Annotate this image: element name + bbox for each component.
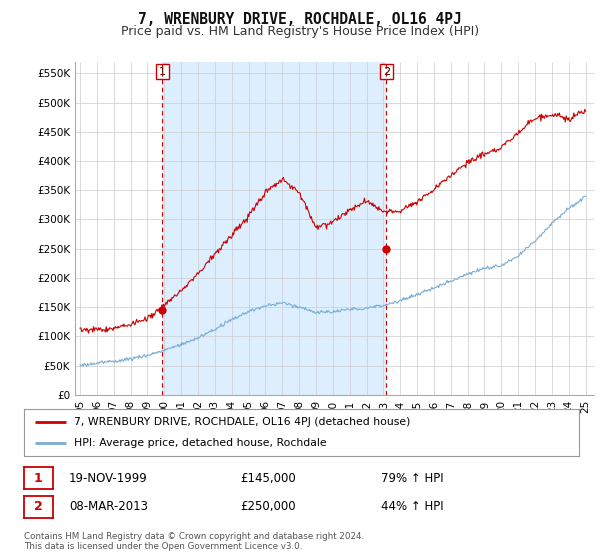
- Text: 79% ↑ HPI: 79% ↑ HPI: [381, 472, 443, 485]
- Text: £145,000: £145,000: [240, 472, 296, 485]
- Text: 7, WRENBURY DRIVE, ROCHDALE, OL16 4PJ: 7, WRENBURY DRIVE, ROCHDALE, OL16 4PJ: [138, 12, 462, 27]
- Text: Contains HM Land Registry data © Crown copyright and database right 2024.
This d: Contains HM Land Registry data © Crown c…: [24, 532, 364, 552]
- Text: Price paid vs. HM Land Registry's House Price Index (HPI): Price paid vs. HM Land Registry's House …: [121, 25, 479, 38]
- Text: 1: 1: [159, 67, 166, 77]
- Text: 7, WRENBURY DRIVE, ROCHDALE, OL16 4PJ (detached house): 7, WRENBURY DRIVE, ROCHDALE, OL16 4PJ (d…: [74, 417, 410, 427]
- Text: 44% ↑ HPI: 44% ↑ HPI: [381, 500, 443, 514]
- Text: 19-NOV-1999: 19-NOV-1999: [69, 472, 148, 485]
- Text: 2: 2: [383, 67, 390, 77]
- Text: £250,000: £250,000: [240, 500, 296, 514]
- Bar: [163, 62, 386, 395]
- Text: HPI: Average price, detached house, Rochdale: HPI: Average price, detached house, Roch…: [74, 438, 326, 448]
- Text: 08-MAR-2013: 08-MAR-2013: [69, 500, 148, 514]
- Text: 2: 2: [34, 500, 43, 514]
- Text: 1: 1: [34, 472, 43, 485]
